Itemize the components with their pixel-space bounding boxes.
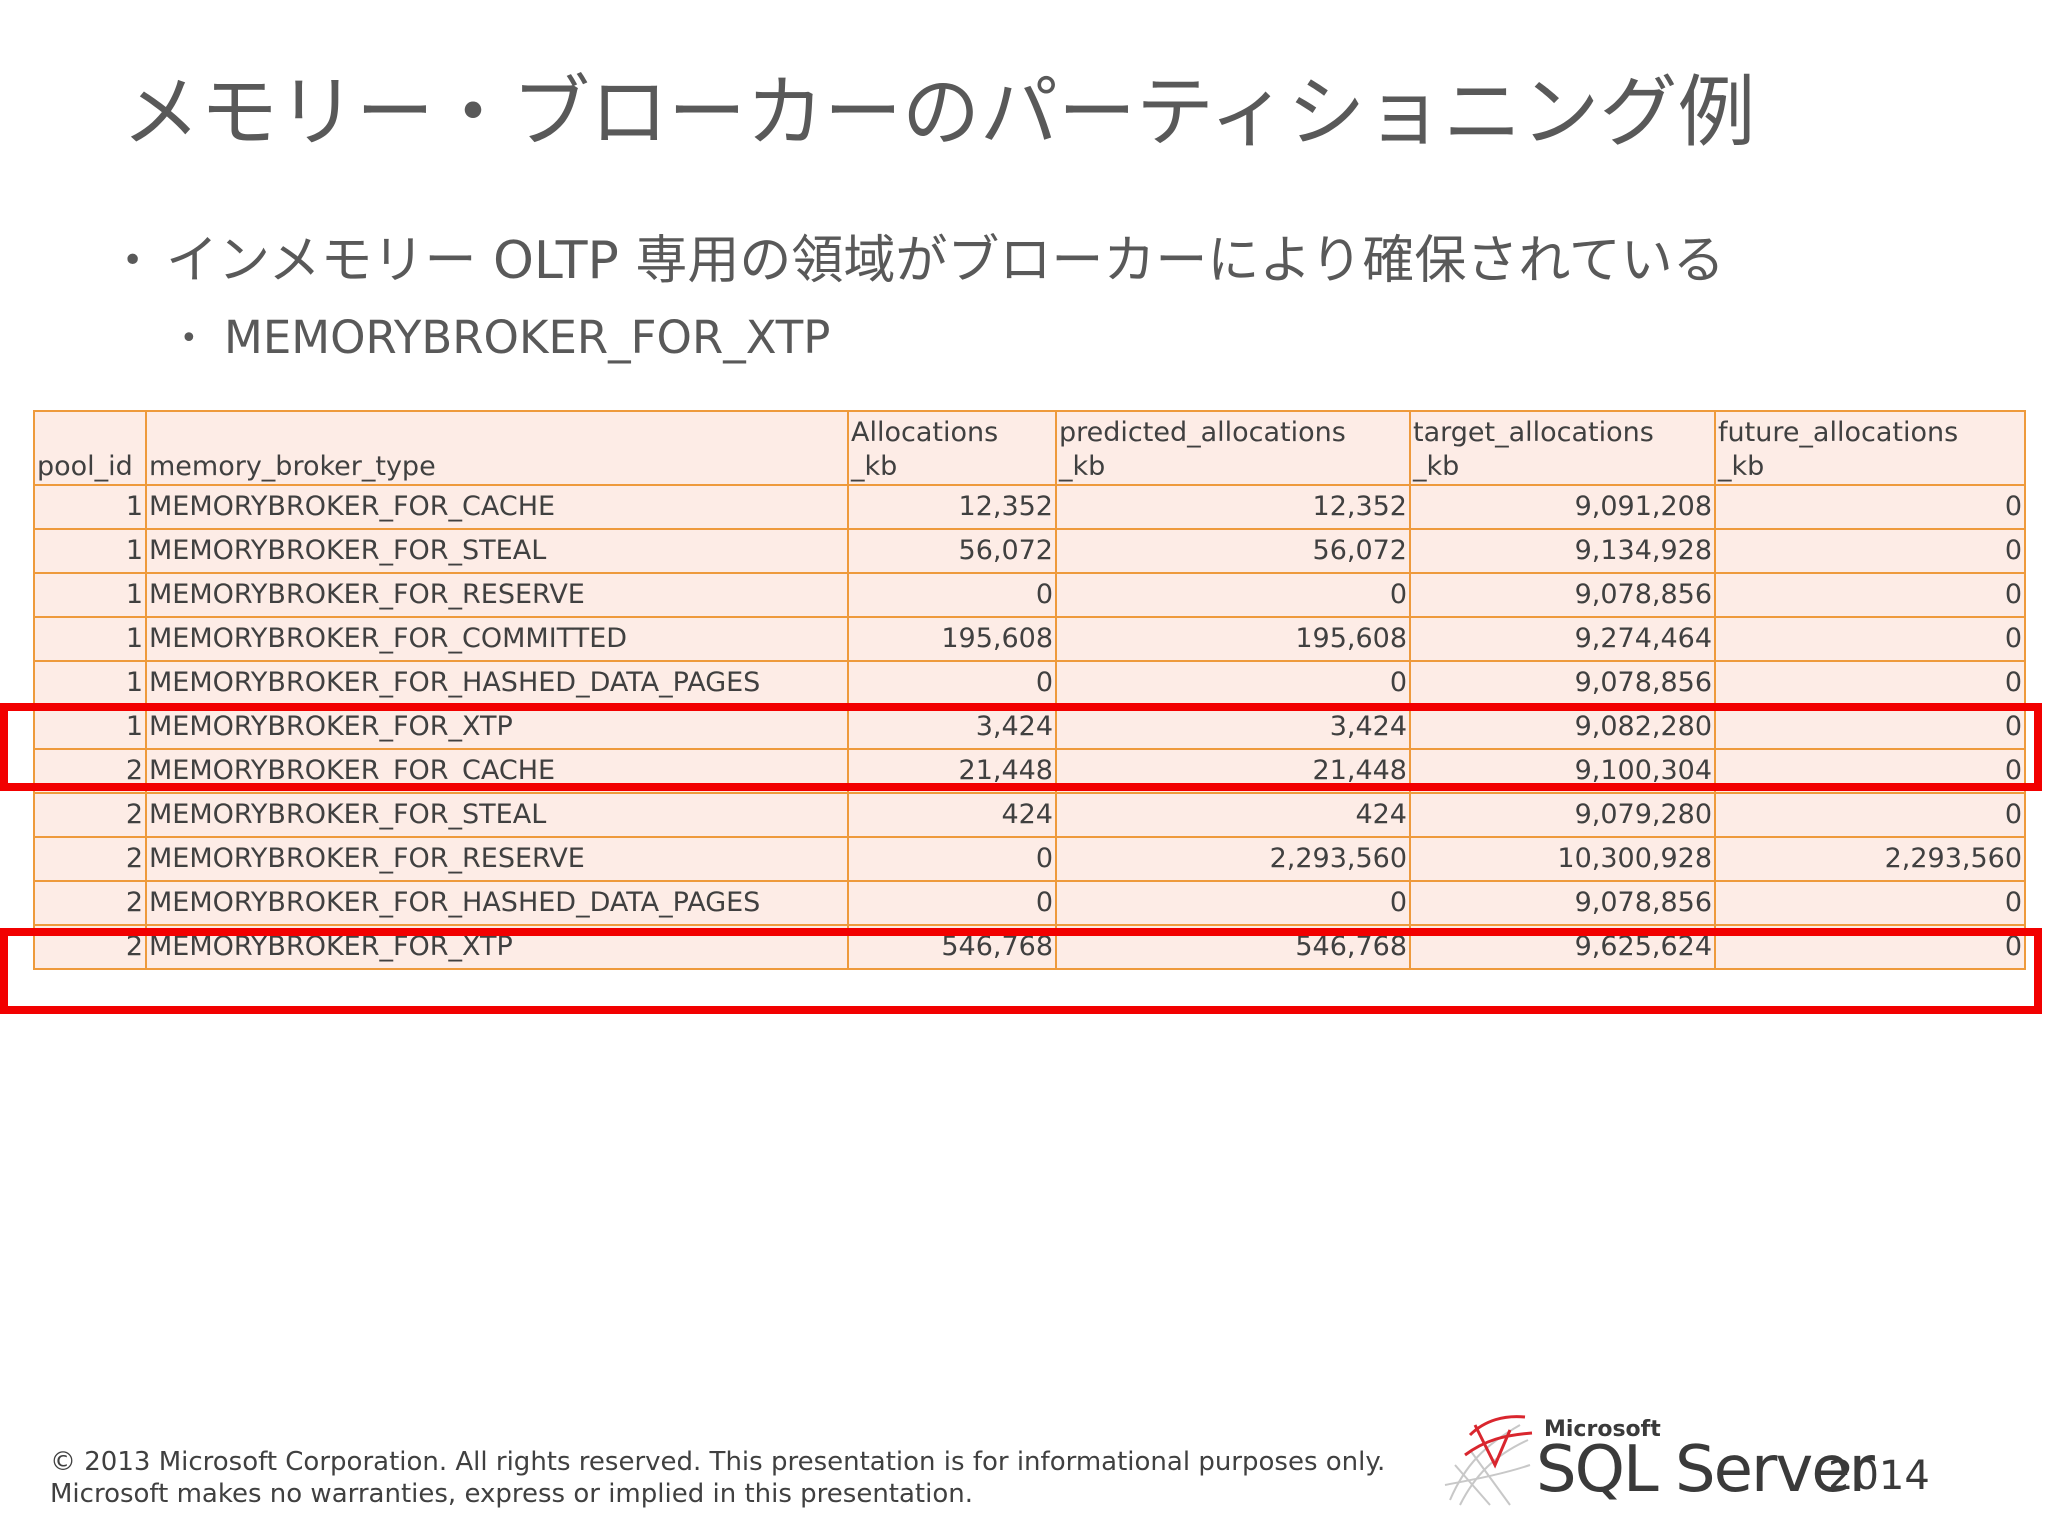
cell-predicted-allocations-kb: 12,352 [1055, 484, 1411, 530]
table-row: 1 MEMORYBROKER_FOR_COMMITTED 195,608 195,60… [33, 616, 2026, 662]
cell-allocations-kb: 195,608 [847, 616, 1057, 662]
slide-title: メモリー・ブローカーのパーティショニング例 [122, 68, 1756, 158]
cell-future-allocations-kb: 0 [1714, 572, 2026, 618]
cell-future-allocations-kb: 0 [1714, 660, 2026, 706]
highlight-box-pool2-xtp [0, 928, 2042, 1014]
cell-pool-id: 1 [33, 484, 147, 530]
cell-pool-id: 1 [33, 528, 147, 574]
header-memory-broker-type: memory_broker_type [145, 410, 849, 486]
cell-predicted-allocations-kb: 0 [1055, 660, 1411, 706]
logo-year: 2014 [1828, 1453, 1930, 1499]
bullet-level2-text: MEMORYBROKER_FOR_XTP [224, 311, 831, 364]
cell-target-allocations-kb: 9,078,856 [1409, 880, 1716, 926]
cell-memory-broker-type: MEMORYBROKER_FOR_XTP [145, 924, 849, 970]
cell-target-allocations-kb: 9,134,928 [1409, 528, 1716, 574]
sql-server-logo: Microsoft SQL Server 2014 [1440, 1405, 1940, 1515]
cell-future-allocations-kb: 0 [1714, 704, 2026, 750]
header-predicted-allocations-kb: predicted_allocations _kb [1055, 410, 1411, 486]
cell-future-allocations-kb: 0 [1714, 880, 2026, 926]
cell-future-allocations-kb: 0 [1714, 792, 2026, 838]
logo-product: SQL Server [1536, 1433, 1875, 1507]
bullet-level1-text: インメモリー OLTP 専用の領域がブローカーにより確保されている [166, 231, 1725, 291]
copyright-line-2: Microsoft makes no warranties, express o… [50, 1479, 973, 1509]
table-row: 1 MEMORYBROKER_FOR_RESERVE 0 0 9,078,856 0 [33, 572, 2026, 618]
cell-pool-id: 1 [33, 616, 147, 662]
cell-allocations-kb: 0 [847, 572, 1057, 618]
cell-allocations-kb: 56,072 [847, 528, 1057, 574]
cell-target-allocations-kb: 9,078,856 [1409, 572, 1716, 618]
cell-pool-id: 2 [33, 880, 147, 926]
cell-pool-id: 1 [33, 660, 147, 706]
cell-predicted-allocations-kb: 56,072 [1055, 528, 1411, 574]
cell-future-allocations-kb: 0 [1714, 528, 2026, 574]
bullet-level2: • MEMORYBROKER_FOR_XTP [180, 306, 830, 371]
cell-predicted-allocations-kb: 0 [1055, 572, 1411, 618]
cell-memory-broker-type: MEMORYBROKER_FOR_STEAL [145, 528, 849, 574]
table-row: 2 MEMORYBROKER_FOR_HASHED_DATA_PAGES 0 0 9,0… [33, 880, 2026, 926]
cell-future-allocations-kb: 2,293,560 [1714, 836, 2026, 882]
cell-allocations-kb: 0 [847, 660, 1057, 706]
cell-target-allocations-kb: 9,082,280 [1409, 704, 1716, 750]
table-row: 2 MEMORYBROKER_FOR_RESERVE 0 2,293,560 10,30… [33, 836, 2026, 882]
cell-predicted-allocations-kb: 2,293,560 [1055, 836, 1411, 882]
header-pool-id: pool_id [33, 410, 147, 486]
table-row: 2 MEMORYBROKER_FOR_STEAL 424 424 9,079,280 0 [33, 792, 2026, 838]
bullet-dot-icon: • [122, 240, 144, 281]
cell-memory-broker-type: MEMORYBROKER_FOR_COMMITTED [145, 616, 849, 662]
table-header-row: pool_id memory_broker_type Allocations _k… [33, 410, 2026, 486]
table-row: 1 MEMORYBROKER_FOR_HASHED_DATA_PAGES 0 0 9,0… [33, 660, 2026, 706]
cell-target-allocations-kb: 9,091,208 [1409, 484, 1716, 530]
cell-predicted-allocations-kb: 424 [1055, 792, 1411, 838]
memory-broker-table: pool_id memory_broker_type Allocations _k… [33, 410, 2026, 970]
cell-memory-broker-type: MEMORYBROKER_FOR_XTP [145, 704, 849, 750]
cell-predicted-allocations-kb: 3,424 [1055, 704, 1411, 750]
cell-pool-id: 2 [33, 836, 147, 882]
copyright-footer: © 2013 Microsoft Corporation. All rights… [50, 1446, 1385, 1510]
logo-brand: Microsoft [1544, 1417, 1661, 1442]
bullet-level1: • インメモリー OLTP 専用の領域がブローカーにより確保されている [122, 226, 1725, 296]
cell-allocations-kb: 12,352 [847, 484, 1057, 530]
cell-future-allocations-kb: 0 [1714, 484, 2026, 530]
header-target-allocations-kb: target_allocations _kb [1409, 410, 1716, 486]
bullet-dot-icon: • [180, 321, 198, 356]
header-allocations-kb: Allocations _kb [847, 410, 1057, 486]
cell-target-allocations-kb: 9,274,464 [1409, 616, 1716, 662]
cell-allocations-kb: 0 [847, 836, 1057, 882]
cell-memory-broker-type: MEMORYBROKER_FOR_RESERVE [145, 572, 849, 618]
cell-target-allocations-kb: 10,300,928 [1409, 836, 1716, 882]
cell-allocations-kb: 0 [847, 880, 1057, 926]
cell-pool-id: 1 [33, 572, 147, 618]
table-row: 1 MEMORYBROKER_FOR_STEAL 56,072 56,072 9,134… [33, 528, 2026, 574]
cell-allocations-kb: 424 [847, 792, 1057, 838]
cell-future-allocations-kb: 0 [1714, 616, 2026, 662]
cell-predicted-allocations-kb: 195,608 [1055, 616, 1411, 662]
highlight-box-pool1-xtp [0, 703, 2042, 791]
cell-pool-id: 1 [33, 704, 147, 750]
cell-memory-broker-type: MEMORYBROKER_FOR_HASHED_DATA_PAGES [145, 880, 849, 926]
header-future-allocations-kb: future_allocations _kb [1714, 410, 2026, 486]
cell-memory-broker-type: MEMORYBROKER_FOR_STEAL [145, 792, 849, 838]
copyright-line-1: © 2013 Microsoft Corporation. All rights… [50, 1447, 1386, 1477]
cell-target-allocations-kb: 9,079,280 [1409, 792, 1716, 838]
cell-allocations-kb: 3,424 [847, 704, 1057, 750]
cell-target-allocations-kb: 9,078,856 [1409, 660, 1716, 706]
table-row: 1 MEMORYBROKER_FOR_CACHE 12,352 12,352 9,091… [33, 484, 2026, 530]
cell-predicted-allocations-kb: 0 [1055, 880, 1411, 926]
table-row-highlighted: 1 MEMORYBROKER_FOR_XTP 3,424 3,424 9,082,280… [33, 704, 2026, 750]
cell-memory-broker-type: MEMORYBROKER_FOR_RESERVE [145, 836, 849, 882]
cell-pool-id: 2 [33, 792, 147, 838]
cell-memory-broker-type: MEMORYBROKER_FOR_CACHE [145, 484, 849, 530]
cell-memory-broker-type: MEMORYBROKER_FOR_HASHED_DATA_PAGES [145, 660, 849, 706]
sql-server-logo-icon [1444, 1415, 1533, 1506]
